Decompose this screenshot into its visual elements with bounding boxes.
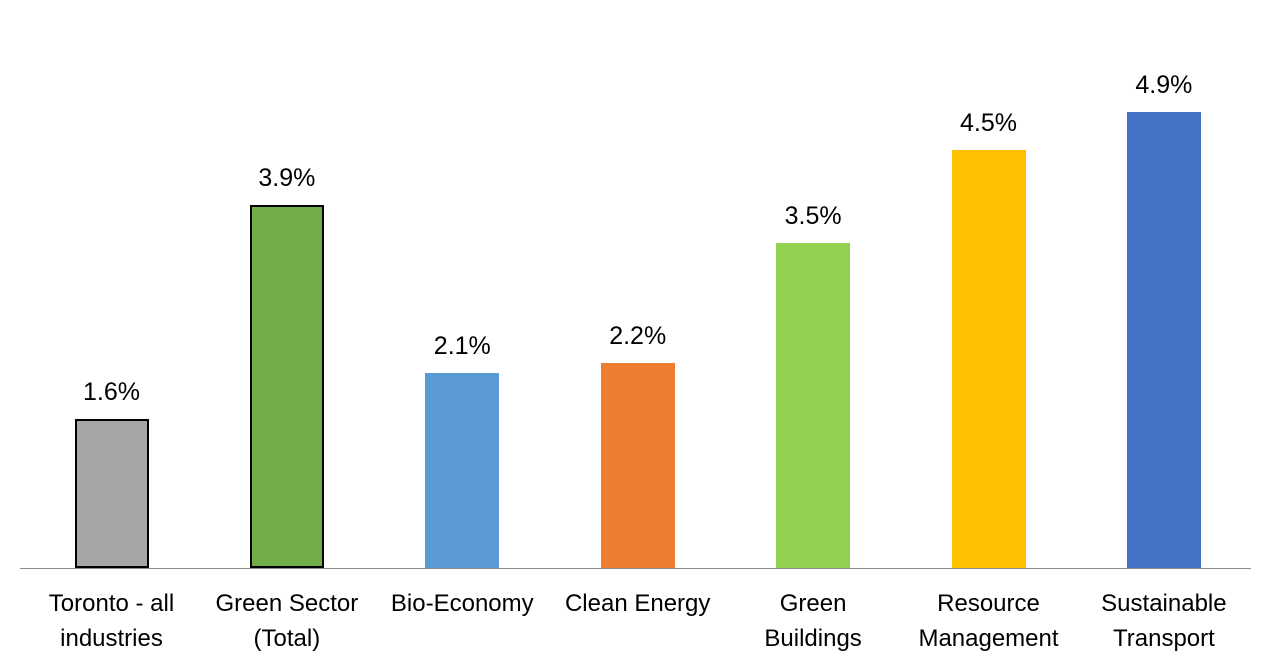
bar-toronto-all-industries xyxy=(74,419,149,568)
bar-resource-management xyxy=(951,149,1026,568)
data-label-green-buildings: 3.5% xyxy=(784,201,842,230)
data-label-sustainable-transport: 4.9% xyxy=(1135,71,1193,100)
category-label-green-sector-total: Green Sector (Total) xyxy=(215,590,359,652)
bar-green-sector-total xyxy=(249,205,324,568)
category-label-bio-economy: Bio-Economy xyxy=(390,590,534,617)
category-label-clean-energy: Clean Energy xyxy=(564,590,711,617)
bar-sustainable-transport xyxy=(1126,112,1201,568)
category-label-sustainable-transport: Sustainable Transport xyxy=(1101,590,1227,652)
data-label-toronto-all-industries: 1.6% xyxy=(83,378,140,407)
category-label-green-buildings: Green Buildings xyxy=(764,590,862,652)
data-label-green-sector-total: 3.9% xyxy=(258,164,316,193)
bar-bio-economy xyxy=(425,372,500,568)
data-label-bio-economy: 2.1% xyxy=(433,331,491,360)
bar-green-buildings xyxy=(776,242,851,568)
category-label-toronto-all-industries: Toronto - all industries xyxy=(48,590,175,652)
category-label-resource-management: Resource Management xyxy=(918,590,1059,652)
x-axis-line xyxy=(20,567,1251,569)
data-label-resource-management: 4.5% xyxy=(960,108,1017,137)
data-label-clean-energy: 2.2% xyxy=(609,322,667,351)
bar-clean-energy xyxy=(600,363,675,568)
